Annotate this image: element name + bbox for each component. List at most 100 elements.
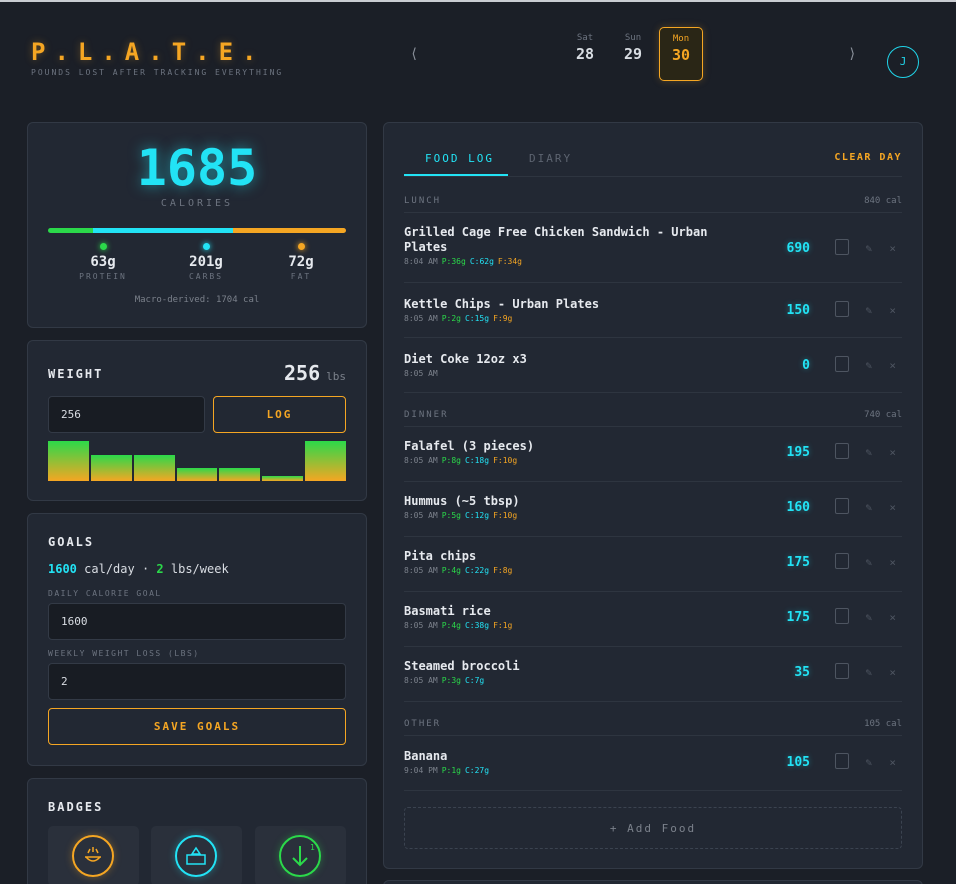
food-entry[interactable]: Basmati rice 8:05 AM P:4g C:38g F:1g 175 ✎ × [404,604,902,630]
copy-icon[interactable] [835,498,849,514]
delete-icon[interactable]: × [889,501,896,514]
food-calories: 35 [794,665,810,680]
weight-input[interactable]: 256 [48,396,205,433]
food-entry[interactable]: Grilled Cage Free Chicken Sandwich - Urb… [404,225,902,266]
food-protein: P:4g [441,566,461,575]
weight-history-chart [48,439,346,481]
edit-icon[interactable]: ✎ [865,242,872,255]
prev-day-button[interactable]: ⟨ [410,46,419,62]
food-entry[interactable]: Steamed broccoli 8:05 AM P:3g C:7g 35 ✎ × [404,659,902,685]
delete-icon[interactable]: × [889,304,896,317]
log-weight-button[interactable]: LOG [213,396,346,433]
goal-summary: 1600 cal/day · 2 lbs/week [48,562,229,576]
clear-day-button[interactable]: CLEAR DAY [834,152,902,163]
food-calories: 175 [786,610,810,625]
edit-icon[interactable]: ✎ [865,446,872,459]
fat-value: 72g [288,254,314,270]
meal-name: DINNER [404,410,449,420]
delete-icon[interactable]: × [889,666,896,679]
copy-icon[interactable] [835,443,849,459]
save-goals-button[interactable]: SAVE GOALS [48,708,346,745]
food-time: 8:05 AM [404,314,438,323]
copy-icon[interactable] [835,553,849,569]
weekly-weight-loss-input[interactable]: 2 [48,663,346,700]
food-protein: P:1g [441,766,461,775]
badge-meal[interactable] [151,826,242,884]
weight-bar [133,454,175,481]
food-meta: 8:05 AM [404,369,902,378]
copy-icon[interactable] [835,356,849,372]
badge-chef[interactable] [48,826,139,884]
row-divider [404,701,902,702]
weekly-weight-loss-label: WEEKLY WEIGHT LOSS (LBS) [48,649,200,658]
next-day-button[interactable]: ⟩ [848,46,857,62]
add-food-button[interactable]: + Add Food [404,807,902,849]
chef-badge-icon [72,835,114,877]
food-carbs: C:12g [464,511,490,520]
delete-icon[interactable]: × [889,446,896,459]
copy-icon[interactable] [835,608,849,624]
edit-icon[interactable]: ✎ [865,756,872,769]
food-entry[interactable]: Pita chips 8:05 AM P:4g C:22g F:8g 175 ✎ × [404,549,902,575]
meal-header-dinner: DINNER 740 cal [404,410,902,420]
food-fat: F:1g [493,621,513,630]
food-entry[interactable]: Diet Coke 12oz x3 8:05 AM 0 ✎ × [404,352,902,378]
daily-calorie-goal-input[interactable]: 1600 [48,603,346,640]
delete-icon[interactable]: × [889,611,896,624]
weight-title: WEIGHT [48,367,104,381]
delete-icon[interactable]: × [889,359,896,372]
delete-icon[interactable]: × [889,756,896,769]
goal-cal-suffix: cal/day · [84,562,150,576]
meal-badge-icon [175,835,217,877]
food-entry[interactable]: Kettle Chips - Urban Plates 8:05 AM P:2g C:… [404,297,902,323]
edit-icon[interactable]: ✎ [865,556,872,569]
delete-icon[interactable]: × [889,556,896,569]
macro-fat: 72g FAT [261,243,341,281]
food-meta: 9:04 PM P:1g C:27g [404,766,902,775]
copy-icon[interactable] [835,753,849,769]
row-divider [404,481,902,482]
food-name: Hummus (~5 tbsp) [404,494,520,508]
food-calories: 0 [802,358,810,373]
daily-calorie-goal-label: DAILY CALORIE GOAL [48,589,162,598]
meal-divider [404,426,902,427]
food-name: Basmati rice [404,604,491,618]
edit-icon[interactable]: ✎ [865,666,872,679]
food-calories: 690 [786,241,810,256]
food-entry[interactable]: Falafel (3 pieces) 8:05 AM P:8g C:18g F:10g 1… [404,439,902,465]
next-card-edge [383,880,923,884]
tab-diary[interactable]: DIARY [529,152,573,165]
day-sun[interactable]: Sun 29 [611,27,655,81]
food-protein: P:4g [441,621,461,630]
row-divider [404,591,902,592]
food-calories: 195 [786,445,810,460]
window-top-border [0,0,956,2]
copy-icon[interactable] [835,239,849,255]
meal-name: LUNCH [404,196,442,206]
food-entry[interactable]: Banana 9:04 PM P:1g C:27g 105 ✎ × [404,749,902,775]
day-sat[interactable]: Sat 28 [563,27,607,81]
food-fat: F:8g [493,566,513,575]
food-name: Banana [404,749,448,763]
food-time: 8:05 AM [404,369,438,378]
food-calories: 160 [786,500,810,515]
tab-food-log[interactable]: FOOD LOG [425,152,494,165]
macro-carbs: 201g CARBS [166,243,246,281]
meal-header-lunch: LUNCH 840 cal [404,196,902,206]
food-time: 9:04 PM [404,766,438,775]
carbs-label: CARBS [188,272,224,281]
copy-icon[interactable] [835,663,849,679]
badge-weight-down[interactable]: 1 [255,826,346,884]
edit-icon[interactable]: ✎ [865,611,872,624]
copy-icon[interactable] [835,301,849,317]
food-carbs: C:62g [469,257,494,266]
macro-bar-fat [232,228,346,233]
avatar[interactable]: J [887,46,919,78]
day-mon[interactable]: Mon 30 [659,27,703,81]
delete-icon[interactable]: × [889,242,896,255]
edit-icon[interactable]: ✎ [865,359,872,372]
edit-icon[interactable]: ✎ [865,304,872,317]
food-entry[interactable]: Hummus (~5 tbsp) 8:05 AM P:5g C:12g F:10g 160… [404,494,902,520]
edit-icon[interactable]: ✎ [865,501,872,514]
row-divider [404,646,902,647]
